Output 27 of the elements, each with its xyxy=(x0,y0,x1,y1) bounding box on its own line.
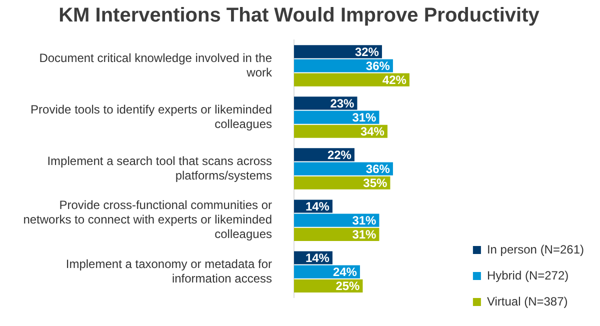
data-label: 31% xyxy=(352,228,377,242)
y-tick-label: Implement a search tool that scans across platforms/systems xyxy=(47,154,272,182)
legend-label: Hybrid (N=272) xyxy=(486,268,569,282)
data-label: 14% xyxy=(305,251,330,266)
data-label: 31% xyxy=(352,214,377,228)
bar xyxy=(294,73,410,86)
data-label: 34% xyxy=(360,124,385,139)
data-label: 25% xyxy=(336,279,360,294)
data-label: 14% xyxy=(305,200,330,214)
data-label: 31% xyxy=(352,110,377,125)
data-label: 35% xyxy=(363,176,388,190)
y-tick-label: Provide tools to identify experts or likeminded colleagues xyxy=(30,102,272,131)
data-label: 36% xyxy=(366,59,390,74)
data-label: 23% xyxy=(330,96,355,111)
data-label: 22% xyxy=(327,148,352,162)
y-tick-label: Document critical knowledge involved in the work xyxy=(39,50,273,80)
bar xyxy=(294,59,393,72)
data-label: 42% xyxy=(382,73,407,88)
data-label: 24% xyxy=(332,265,358,280)
data-label: 32% xyxy=(354,44,380,59)
data-label: 36% xyxy=(366,162,390,176)
legend-label: Virtual (N=387) xyxy=(486,294,568,308)
y-tick-label: Implement a taxonomy or metadata for information access xyxy=(66,256,272,286)
chart-title: KM Interventions That Would Improve Productivity xyxy=(58,4,540,27)
bar xyxy=(294,110,380,124)
legend-label: In person (N=261) xyxy=(486,242,584,256)
y-tick-label: Provide cross-functional communities or networks to connect with experts or likeminded colleagues xyxy=(23,198,272,242)
